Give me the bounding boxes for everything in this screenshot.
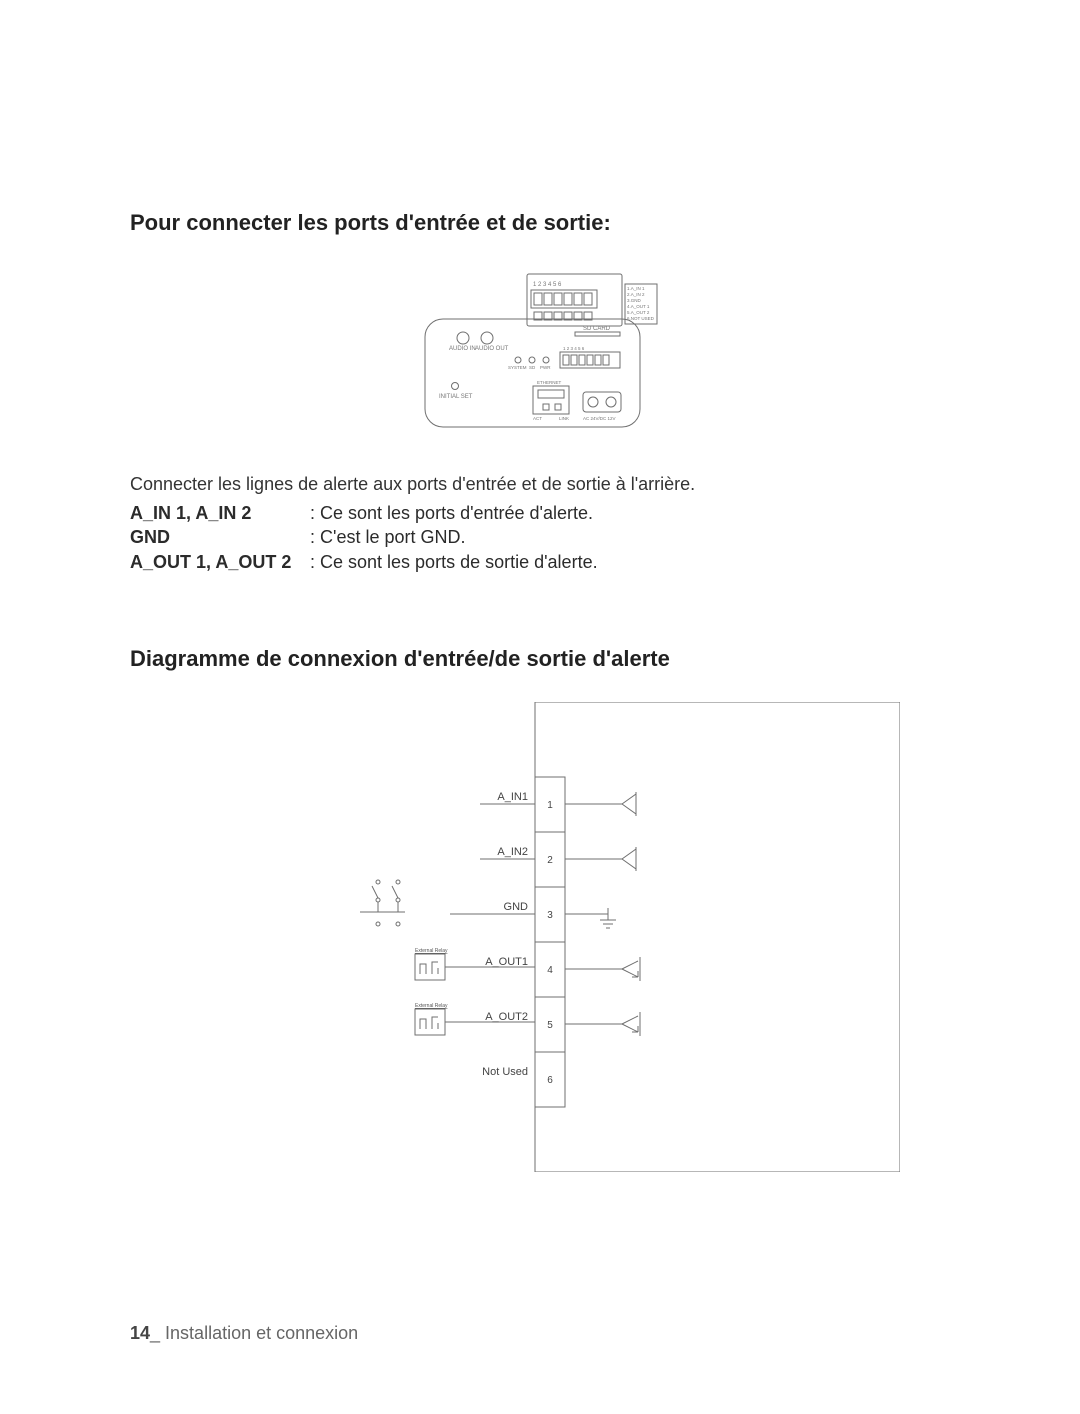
svg-text:1 2 3 4 5 6: 1 2 3 4 5 6 [563,346,585,351]
section-heading-io: Pour connecter les ports d'entrée et de … [130,210,960,236]
svg-text:External Relay: External Relay [415,948,448,954]
svg-text:6: 6 [547,1075,553,1086]
svg-text:6.NOT USED: 6.NOT USED [627,316,655,321]
svg-text:A_IN1: A_IN1 [497,791,528,803]
svg-text:4.A_OUT 1: 4.A_OUT 1 [627,304,650,309]
svg-text:2.A_IN 2: 2.A_IN 2 [627,292,645,297]
page-number: 14 [130,1323,150,1343]
def-desc: : Ce sont les ports d'entrée d'alerte. [310,501,593,525]
svg-text:SD CARD: SD CARD [583,326,611,332]
svg-text:ETHERNET: ETHERNET [537,380,562,385]
svg-text:External Relay: External Relay [415,1003,448,1009]
svg-text:1.A_IN 1: 1.A_IN 1 [627,286,645,291]
svg-text:A_IN2: A_IN2 [497,846,528,858]
svg-text:PWR: PWR [540,365,551,370]
svg-text:5.A_OUT 2: 5.A_OUT 2 [627,310,650,315]
svg-text:Not Used: Not Used [482,1066,528,1078]
definition-list: A_IN 1, A_IN 2: Ce sont les ports d'entr… [130,501,960,574]
page-footer: 14_ Installation et connexion [130,1323,358,1344]
svg-text:GND: GND [504,901,529,913]
svg-text:1: 1 [547,800,553,811]
svg-text:AUDIO IN: AUDIO IN [449,346,476,352]
svg-text:3: 3 [547,910,553,921]
svg-text:A_OUT2: A_OUT2 [485,1011,528,1023]
def-term: A_IN 1, A_IN 2 [130,501,310,525]
def-desc: : Ce sont les ports de sortie d'alerte. [310,550,598,574]
svg-text:ACT: ACT [533,416,542,421]
svg-text:AUDIO OUT: AUDIO OUT [475,346,509,352]
footer-sep: _ [150,1323,165,1343]
svg-text:INITIAL SET: INITIAL SET [439,394,473,400]
device-rear-figure: 1 2 3 4 5 6 1.A_IN 1 2.A_IN 2 3.GND 4.A_… [415,264,675,434]
svg-text:4: 4 [547,965,553,976]
svg-text:3.GND: 3.GND [627,298,642,303]
section-heading-diagram: Diagramme de connexion d'entrée/de sorti… [130,646,960,672]
svg-text:5: 5 [547,1020,553,1031]
svg-text:A_OUT1: A_OUT1 [485,956,528,968]
def-term: GND [130,525,310,549]
svg-text:SYSTEM: SYSTEM [508,365,527,370]
svg-text:AC 24V/DC 12V: AC 24V/DC 12V [583,416,616,421]
terminal-numbers: 1 2 3 4 5 6 [533,282,562,288]
svg-text:2: 2 [547,855,553,866]
wiring-diagram: A_IN1 A_IN2 GND A_OUT1 A_OUT2 Not Used 1… [360,702,900,1172]
svg-text:SD: SD [529,365,536,370]
intro-text: Connecter les lignes de alerte aux ports… [130,474,960,495]
def-term: A_OUT 1, A_OUT 2 [130,550,310,574]
svg-text:LINK: LINK [559,416,569,421]
footer-title: Installation et connexion [165,1323,358,1343]
def-desc: : C'est le port GND. [310,525,465,549]
